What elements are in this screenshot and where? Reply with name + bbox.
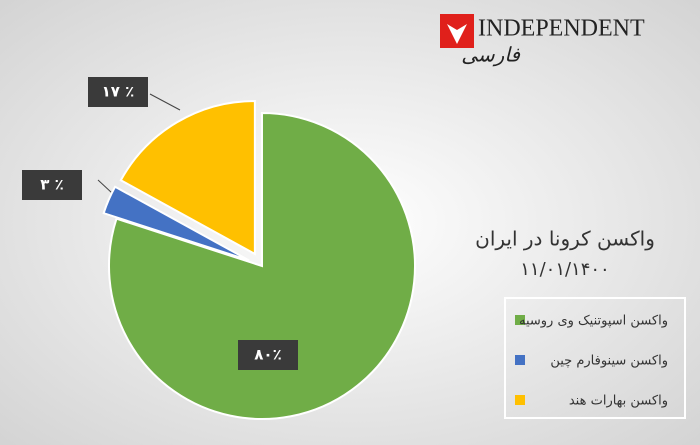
- data-label: ۱۷ ٪: [102, 83, 135, 101]
- leader-line: [97, 179, 113, 194]
- logo: INDEPENDENT فارسی: [440, 14, 645, 67]
- chart-subtitle: ۱۱/۰۱/۱۴۰۰: [520, 259, 609, 280]
- legend-swatch: [515, 395, 525, 405]
- chart-title: واکسن کرونا در ایران: [475, 227, 655, 251]
- legend-label: واکسن اسپوتنیک وی روسیه: [519, 314, 668, 329]
- data-label-box: [22, 170, 82, 200]
- legend-box: [504, 297, 686, 419]
- legend-swatch: [515, 355, 525, 365]
- data-label: ۸۰٪: [254, 346, 281, 364]
- logo-sub: فارسی: [461, 43, 520, 67]
- logo-eagle: [447, 24, 467, 44]
- leader-line: [149, 93, 181, 111]
- legend-swatch: [515, 315, 525, 325]
- pie-slice: [119, 99, 256, 256]
- legend-label: واکسن سینوفارم چین: [550, 354, 668, 369]
- data-label: ۳ ٪: [40, 176, 64, 194]
- data-label-box: [238, 340, 298, 370]
- legend-label: واکسن بهارات هند: [569, 394, 668, 409]
- pie-slice: [102, 185, 250, 262]
- pie-slice: [108, 111, 416, 420]
- logo-name: INDEPENDENT: [478, 16, 645, 42]
- data-label-box: [88, 77, 148, 107]
